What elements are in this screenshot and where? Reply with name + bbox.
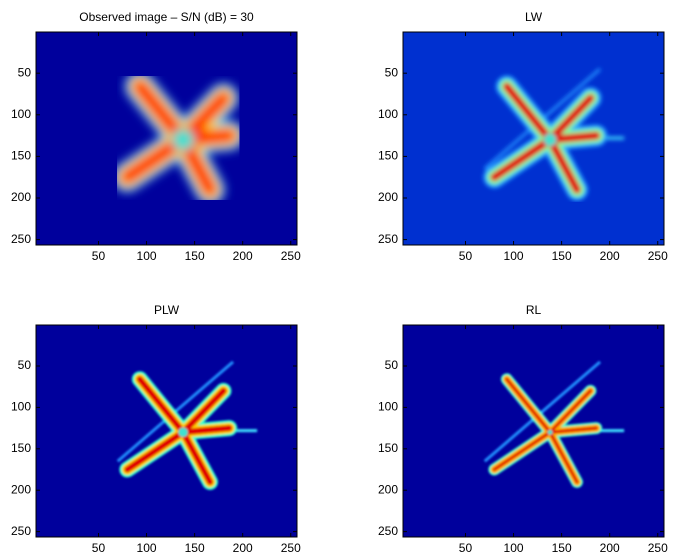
y-tick-label: 200 — [11, 482, 31, 496]
axes-box — [35, 31, 298, 246]
x-tick-label: 100 — [137, 541, 157, 555]
star-center — [543, 133, 557, 147]
star-arm — [136, 376, 187, 436]
x-tick-label: 200 — [600, 541, 620, 555]
y-tick-label: 200 — [378, 482, 398, 496]
y-tick-label: 50 — [385, 358, 399, 372]
y-tick-label: 200 — [11, 190, 31, 204]
x-tick-label: 150 — [552, 541, 572, 555]
x-tick-label: 50 — [92, 249, 106, 263]
y-tick-label: 250 — [378, 232, 398, 246]
image — [403, 325, 664, 537]
star-center — [178, 427, 188, 438]
y-tick-label: 150 — [11, 149, 31, 163]
subplot: PLW 50 100 150 200 250 50 100 150 200 250 — [11, 303, 301, 555]
star-arm — [548, 389, 592, 434]
star-center — [171, 128, 195, 151]
star-arm — [546, 135, 581, 194]
star-arm — [490, 135, 555, 182]
image-content — [112, 71, 245, 205]
star-arm — [546, 94, 595, 144]
y-tick-label: 100 — [11, 400, 31, 414]
star-arm — [548, 430, 579, 484]
subplot: LW 50 100 150 200 250 50 100 150 200 250 — [378, 10, 668, 263]
y-tick-label: 250 — [11, 232, 31, 246]
y-tick-label: 50 — [18, 358, 32, 372]
subplot-title: Observed image – S/N (dB) = 30 — [79, 10, 254, 24]
image-background — [403, 325, 664, 537]
y-tick-label: 100 — [11, 107, 31, 121]
x-tick-label: 250 — [648, 541, 668, 555]
y-tick-label: 250 — [378, 524, 398, 538]
star-arm — [180, 387, 227, 436]
subplot: Observed image – S/N (dB) = 30 50 100 150 20… — [11, 10, 301, 263]
image-content — [483, 360, 625, 488]
y-tick-label: 50 — [18, 65, 32, 79]
y-tick-label: 250 — [11, 524, 31, 538]
x-tick-label: 100 — [504, 541, 524, 555]
x-tick-label: 250 — [281, 541, 301, 555]
star-arm — [180, 425, 233, 436]
image-content — [483, 67, 625, 201]
subplot-title: RL — [526, 303, 542, 317]
subplot: RL 50 100 150 200 250 50 100 150 200 250 — [378, 303, 668, 555]
x-tick-label: 200 — [233, 249, 253, 263]
y-tick-label: 100 — [378, 107, 398, 121]
star-arm — [505, 377, 552, 434]
image-content — [116, 360, 258, 490]
star-arm — [546, 131, 601, 144]
star-arm — [548, 426, 598, 434]
subplot-title: LW — [525, 10, 543, 24]
x-tick-label: 250 — [648, 249, 668, 263]
x-tick-label: 200 — [600, 249, 620, 263]
star-arm — [124, 429, 187, 473]
star-arm — [132, 79, 191, 147]
y-tick-label: 150 — [11, 441, 31, 455]
y-tick-label: 200 — [378, 190, 398, 204]
star-arm — [180, 429, 213, 485]
y-tick-label: 150 — [378, 441, 398, 455]
x-tick-label: 200 — [233, 541, 253, 555]
x-tick-label: 250 — [281, 249, 301, 263]
axes-box — [35, 324, 298, 538]
image-background — [36, 325, 297, 537]
star-center — [547, 429, 553, 435]
image — [36, 325, 297, 537]
image — [403, 32, 664, 245]
x-tick-label: 50 — [459, 541, 473, 555]
x-tick-label: 100 — [504, 249, 524, 263]
axes-box — [402, 324, 665, 538]
image — [36, 32, 297, 245]
x-tick-label: 150 — [185, 541, 205, 555]
x-tick-label: 150 — [552, 249, 572, 263]
streak — [483, 360, 602, 463]
star-arm — [502, 82, 555, 144]
star-arm — [492, 430, 552, 472]
subplot-title: PLW — [154, 303, 180, 317]
x-tick-label: 50 — [92, 541, 106, 555]
y-tick-label: 100 — [378, 400, 398, 414]
y-tick-label: 150 — [378, 149, 398, 163]
axes-box — [402, 31, 665, 246]
x-tick-label: 100 — [137, 249, 157, 263]
y-tick-label: 50 — [385, 65, 399, 79]
x-tick-label: 150 — [185, 249, 205, 263]
x-tick-label: 50 — [459, 249, 473, 263]
